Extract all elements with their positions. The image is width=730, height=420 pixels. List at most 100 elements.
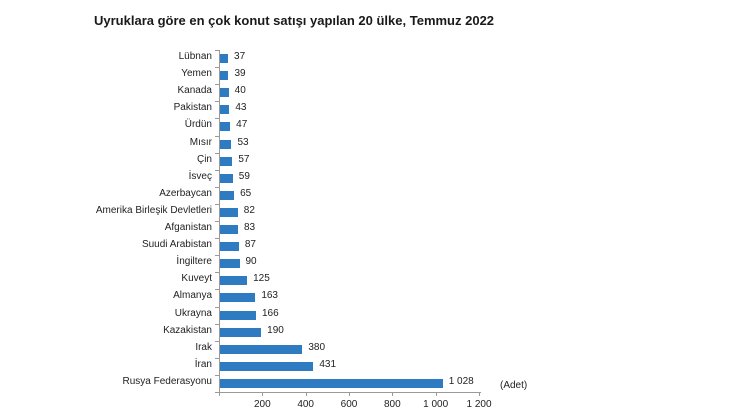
bar-row: Kanada 40 [0,84,730,101]
x-axis [219,392,481,393]
chart-title: Uyruklara göre en çok konut satışı yapıl… [94,13,495,28]
y-axis-tick [215,50,219,51]
bar [220,276,248,286]
x-axis-tick [435,392,437,396]
value-label: 47 [236,119,248,131]
category-label: Ürdün [184,119,212,131]
value-label: 380 [308,341,326,353]
y-axis-tick [215,187,219,188]
x-axis-tick [479,392,480,396]
y-axis-tick [215,238,219,239]
category-label: İngiltere [176,256,212,268]
y-axis [219,50,220,393]
y-axis-tick [215,358,219,359]
category-label: Kanada [177,85,212,97]
bar-row: Amerika Birleşik Devletleri 82 [0,204,730,221]
y-axis-tick [215,375,219,376]
bar-row: Çin 57 [0,153,730,170]
category-label: Amerika Birleşik Devletleri [95,204,212,216]
value-label: 87 [244,239,256,251]
y-axis-tick [215,136,219,137]
bar-row: Suudi Arabistan 87 [0,238,730,255]
value-label: 163 [261,290,278,302]
value-label: 40 [234,85,246,97]
x-tick-label: 400 [297,399,314,410]
bar-row: Afganistan 83 [0,221,730,238]
value-label: 53 [237,136,249,148]
bar-row: Almanya 163 [0,289,730,306]
bar-row: Yemen 39 [0,67,730,84]
y-axis-tick [215,392,219,393]
category-label: Suudi Arabistan [141,239,212,251]
category-label: Afganistan [164,222,212,233]
category-label: Kazakistan [163,324,212,336]
bar [220,173,233,183]
bar [220,327,262,337]
category-label: Lübnan [178,51,212,62]
bar-row: Rusya Federasyonu 1 028 [0,375,730,392]
value-label: 1 028 [448,375,474,387]
y-axis-tick [215,307,219,308]
y-axis-tick [215,255,219,256]
category-label: Almanya [173,290,212,302]
bar [220,242,239,252]
bar [220,225,238,234]
value-label: 431 [319,358,337,370]
value-label: 43 [235,102,247,114]
category-label: Azerbaycan [159,187,212,199]
y-axis-tick [215,84,219,85]
category-label: Çin [196,153,212,165]
y-axis-tick [215,118,219,119]
value-label: 59 [238,170,250,182]
value-label: 82 [243,204,255,216]
bar [220,88,229,98]
bar-row: İngiltere 90 [0,255,730,272]
y-axis-tick [215,101,219,102]
value-label: 57 [238,153,250,165]
bar-row: Ukrayna 166 [0,307,730,324]
x-tick-label: 200 [253,399,271,410]
x-axis-tick [305,392,307,396]
bar-row: İsveç 59 [0,170,730,187]
category-label: Yemen [181,68,212,80]
value-label: 90 [245,256,257,268]
bar-row: Pakistan 43 [0,101,730,118]
category-label: Mısır [189,136,212,148]
category-label: Ukrayna [174,307,212,319]
bar [220,378,443,388]
value-label: 166 [261,307,279,319]
y-axis-tick [215,289,219,290]
bar [220,71,229,81]
bar-row: Ürdün 47 [0,118,730,135]
bar-row: Kazakistan 190 [0,324,730,341]
category-label: Rusya Federasyonu [122,375,213,387]
bar [220,122,231,132]
category-label: İran [194,358,212,370]
value-label: 125 [253,273,270,285]
bar [220,344,303,354]
bar-row: Kuveyt 125 [0,272,730,289]
y-axis-tick [215,324,219,325]
x-axis-tick [349,392,350,396]
value-label: 190 [267,324,284,336]
bar [220,156,233,166]
x-tick-label: 1 000 [423,399,449,410]
bar [220,293,256,303]
bar-row: Azerbaycan 65 [0,187,730,204]
bar [220,54,229,63]
value-label: 39 [234,68,246,80]
value-label: 65 [240,187,252,199]
bar-row: Lübnan 37 [0,50,730,67]
x-axis-tick [219,392,220,396]
bar [220,105,230,115]
category-label: Kuveyt [181,273,212,285]
value-label: 83 [243,222,256,233]
x-tick-label: 1 200 [466,399,492,410]
bar [220,310,256,320]
bar [220,207,238,217]
bar [220,361,314,371]
bar [220,259,240,269]
bar [220,190,235,200]
x-tick-label: 800 [383,399,401,410]
